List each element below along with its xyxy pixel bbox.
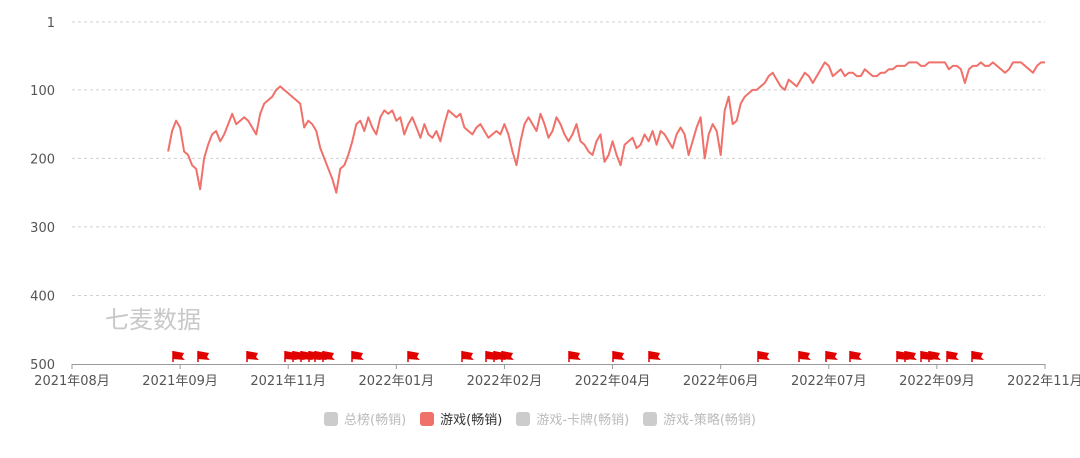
event-flag[interactable] bbox=[825, 351, 838, 362]
event-flag[interactable] bbox=[461, 351, 474, 362]
legend: 总榜(畅销) 游戏(畅销) 游戏-卡牌(畅销) 游戏-策略(畅销) bbox=[0, 409, 1080, 428]
event-flag[interactable] bbox=[501, 351, 514, 362]
flag-icon bbox=[929, 351, 941, 360]
flag-icon bbox=[799, 351, 811, 360]
event-flag[interactable] bbox=[612, 351, 625, 362]
x-tick-label: 2022年07月 bbox=[791, 374, 867, 389]
x-tick-label: 2022年06月 bbox=[683, 374, 759, 389]
legend-swatch bbox=[324, 411, 338, 426]
flag-icon bbox=[972, 351, 984, 360]
flag-icon bbox=[462, 351, 474, 360]
event-flag[interactable] bbox=[849, 351, 862, 362]
flag-icon bbox=[569, 351, 581, 360]
event-flag[interactable] bbox=[798, 351, 811, 362]
event-flag[interactable] bbox=[246, 351, 259, 362]
x-tick-label: 2021年09月 bbox=[142, 374, 218, 389]
event-flag[interactable] bbox=[648, 351, 661, 362]
x-axis: 2021年08月 2021年09月 2021年11月 2022年01月 2022年02月… bbox=[34, 364, 1080, 389]
legend-swatch bbox=[516, 411, 531, 426]
x-tick-label: 2021年11月 bbox=[250, 374, 326, 389]
legend-label: 总榜(畅销) bbox=[344, 413, 407, 428]
event-flag[interactable] bbox=[928, 351, 941, 362]
flag-icon bbox=[947, 351, 959, 360]
legend-item[interactable]: 游戏(畅销) bbox=[420, 409, 502, 428]
event-flag[interactable] bbox=[351, 351, 364, 362]
event-flag[interactable] bbox=[322, 351, 335, 362]
y-tick-label: 300 bbox=[30, 221, 55, 236]
series-layer bbox=[167, 61, 1045, 194]
event-flag[interactable] bbox=[946, 351, 959, 362]
event-flag[interactable] bbox=[971, 351, 984, 362]
grid-lines bbox=[72, 21, 1045, 296]
flag-icon bbox=[905, 351, 917, 360]
flag-icon bbox=[352, 351, 364, 360]
legend-item[interactable]: 总榜(畅销) bbox=[324, 409, 406, 428]
y-tick-label: 400 bbox=[30, 289, 55, 304]
flag-icon bbox=[323, 351, 335, 360]
x-tick-label: 2022年01月 bbox=[359, 374, 435, 389]
legend-label: 游戏-卡牌(畅销) bbox=[536, 413, 630, 428]
flag-icon bbox=[649, 351, 661, 360]
y-axis: 1 100 200 300 400 500 bbox=[30, 16, 55, 373]
flag-icon bbox=[408, 351, 420, 360]
flag-icon bbox=[613, 351, 625, 360]
x-tick-label: 2021年08月 bbox=[34, 374, 110, 389]
event-flag[interactable] bbox=[172, 351, 185, 362]
y-tick-label: 200 bbox=[30, 152, 55, 167]
event-flag[interactable] bbox=[904, 351, 917, 362]
y-tick-label: 100 bbox=[30, 84, 55, 99]
event-flag[interactable] bbox=[568, 351, 581, 362]
flag-icon bbox=[247, 351, 259, 360]
flag-icon bbox=[758, 351, 770, 360]
watermark-text: 七麦数据 bbox=[105, 306, 201, 334]
legend-swatch bbox=[643, 411, 658, 426]
legend-item[interactable]: 游戏-卡牌(畅销) bbox=[516, 409, 629, 428]
legend-label: 游戏(畅销) bbox=[440, 413, 503, 428]
y-tick-label: 500 bbox=[30, 358, 55, 373]
legend-label: 游戏-策略(畅销) bbox=[663, 413, 756, 428]
flag-icon bbox=[826, 351, 838, 360]
x-tick-label: 2022年04月 bbox=[575, 374, 651, 389]
flag-icon bbox=[173, 351, 185, 360]
event-flags bbox=[172, 351, 984, 362]
event-flag[interactable] bbox=[407, 351, 420, 362]
series-line-游戏畅销 bbox=[167, 61, 1045, 194]
y-tick-label: 1 bbox=[47, 16, 55, 31]
event-flag[interactable] bbox=[197, 351, 210, 362]
x-tick-label: 2022年09月 bbox=[899, 374, 975, 389]
legend-swatch bbox=[420, 411, 435, 426]
x-tick-label: 2022年11月 bbox=[1007, 374, 1080, 389]
x-tick-label: 2022年02月 bbox=[467, 374, 543, 389]
flag-icon bbox=[502, 351, 514, 360]
flag-icon bbox=[198, 351, 210, 360]
event-flag[interactable] bbox=[757, 351, 770, 362]
legend-item[interactable]: 游戏-策略(畅销) bbox=[643, 409, 756, 428]
flag-icon bbox=[850, 351, 862, 360]
